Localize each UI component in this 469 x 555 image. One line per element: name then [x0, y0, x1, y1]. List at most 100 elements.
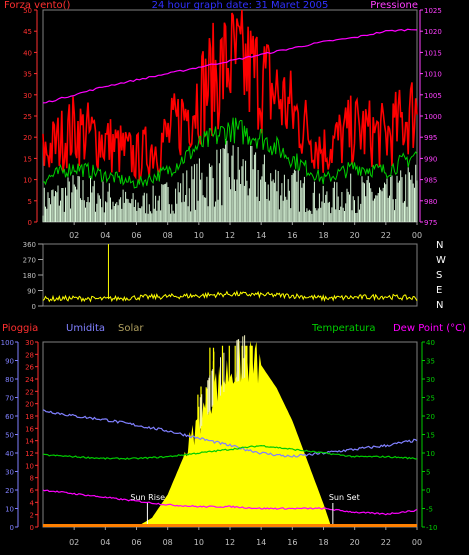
rain-baseline [43, 524, 417, 527]
right-tick-label: 1025 [424, 7, 442, 15]
temperature-tick-label: 20 [426, 413, 435, 421]
y-tick-label: 90 [27, 288, 36, 296]
x-tick-label: 12 [225, 538, 235, 547]
x-tick-label: 04 [100, 538, 110, 547]
temperature-tick-label: -5 [426, 506, 433, 514]
rain-humidity-temp-panel: 0102030405060708090100024681012141618202… [1, 323, 466, 547]
x-tick-label: 16 [287, 538, 297, 547]
temperature-tick-label: 25 [426, 395, 435, 403]
humidity-series [42, 409, 418, 458]
temperature-tick-label: -10 [426, 524, 437, 532]
rain-tick-label: 8 [30, 475, 34, 483]
humidity-label: Umidita [66, 323, 105, 334]
dewpoint-label: Dew Point (°C) [393, 323, 466, 334]
temperature-tick-label: 35 [426, 358, 435, 366]
right-tick-label: 1010 [424, 71, 442, 79]
temperature-series [42, 444, 418, 460]
rain-tick-label: 2 [30, 512, 34, 520]
compass-label: S [436, 270, 442, 281]
y-tick-label: 270 [23, 257, 36, 265]
humidity-tick-label: 10 [5, 506, 14, 514]
wind-direction-series [42, 289, 418, 303]
x-tick-label: 22 [381, 231, 391, 240]
right-tick-label: 985 [424, 177, 437, 185]
left-tick-label: 30 [23, 92, 32, 100]
humidity-tick-label: 90 [5, 358, 14, 366]
pressure-series [42, 28, 418, 104]
right-tick-label: 1000 [424, 113, 442, 121]
humidity-tick-label: 60 [5, 413, 14, 421]
left-tick-label: 25 [23, 113, 32, 121]
right-axis-title: Pressione [370, 0, 418, 11]
rain-tick-label: 6 [30, 487, 35, 495]
temperature-tick-label: 30 [426, 376, 435, 384]
right-tick-label: 1020 [424, 28, 442, 36]
compass-label: N [436, 300, 443, 311]
x-tick-label: 10 [194, 538, 204, 547]
rain-tick-label: 14 [25, 438, 34, 446]
solar-pale-lines [199, 335, 246, 429]
x-tick-label: 04 [100, 231, 110, 240]
x-tick-label: 02 [69, 231, 79, 240]
left-tick-label: 40 [23, 49, 32, 57]
wind-pressure-panel: 0510152025303540455097598098599099510001… [4, 0, 442, 240]
rain-tick-label: 4 [30, 499, 35, 507]
temperature-tick-label: 10 [426, 450, 435, 458]
x-tick-label: 10 [194, 231, 204, 240]
rain-tick-label: 24 [25, 376, 34, 384]
x-tick-label: 02 [69, 538, 79, 547]
x-tick-label: 00 [412, 538, 422, 547]
rain-tick-label: 26 [25, 364, 34, 372]
x-tick-label: 14 [256, 538, 266, 547]
temperature-label: Temperatura [311, 323, 376, 334]
sunrise-label: Sun Rise [130, 493, 165, 502]
y-tick-label: 0 [32, 303, 36, 311]
solar-label: Solar [118, 323, 144, 334]
rain-tick-label: 12 [25, 450, 34, 458]
compass-label: N [436, 240, 443, 251]
rain-tick-label: 10 [25, 462, 34, 470]
left-tick-label: 50 [23, 7, 32, 15]
temperature-tick-label: 0 [426, 487, 430, 495]
humidity-tick-label: 40 [5, 450, 14, 458]
rain-tick-label: 22 [25, 388, 34, 396]
rain-tick-label: 28 [25, 351, 34, 359]
rain-tick-label: 20 [25, 401, 34, 409]
wind-min-series [42, 139, 418, 222]
x-tick-label: 06 [131, 538, 141, 547]
plot-frame [42, 9, 418, 223]
rain-tick-label: 18 [25, 413, 34, 421]
rain-tick-label: 30 [25, 339, 34, 347]
left-tick-label: 45 [23, 28, 32, 36]
left-tick-label: 5 [28, 198, 32, 206]
temperature-tick-label: 15 [426, 432, 435, 440]
x-tick-label: 20 [350, 231, 360, 240]
left-tick-label: 0 [28, 219, 32, 227]
x-tick-label: 06 [131, 231, 141, 240]
rain-tick-label: 0 [30, 524, 34, 532]
temperature-tick-label: 5 [426, 469, 430, 477]
x-tick-label: 08 [163, 231, 173, 240]
humidity-tick-label: 0 [10, 524, 14, 532]
humidity-tick-label: 100 [1, 339, 14, 347]
left-axis-title: Forza vento() [4, 0, 71, 11]
right-tick-label: 980 [424, 198, 437, 206]
x-tick-label: 12 [225, 231, 235, 240]
humidity-tick-label: 20 [5, 487, 14, 495]
rain-tick-label: 16 [25, 425, 34, 433]
humidity-tick-label: 80 [5, 376, 14, 384]
x-tick-label: 22 [381, 538, 391, 547]
left-tick-label: 10 [23, 177, 32, 185]
left-tick-label: 35 [23, 71, 32, 79]
wind-avg-series [42, 117, 418, 189]
compass-label: W [436, 255, 446, 266]
wind-gust-series [42, 9, 418, 182]
humidity-tick-label: 30 [5, 469, 14, 477]
x-tick-label: 20 [350, 538, 360, 547]
right-tick-label: 1015 [424, 49, 442, 57]
temperature-tick-label: 40 [426, 339, 435, 347]
x-tick-label: 08 [163, 538, 173, 547]
x-tick-label: 18 [318, 231, 328, 240]
